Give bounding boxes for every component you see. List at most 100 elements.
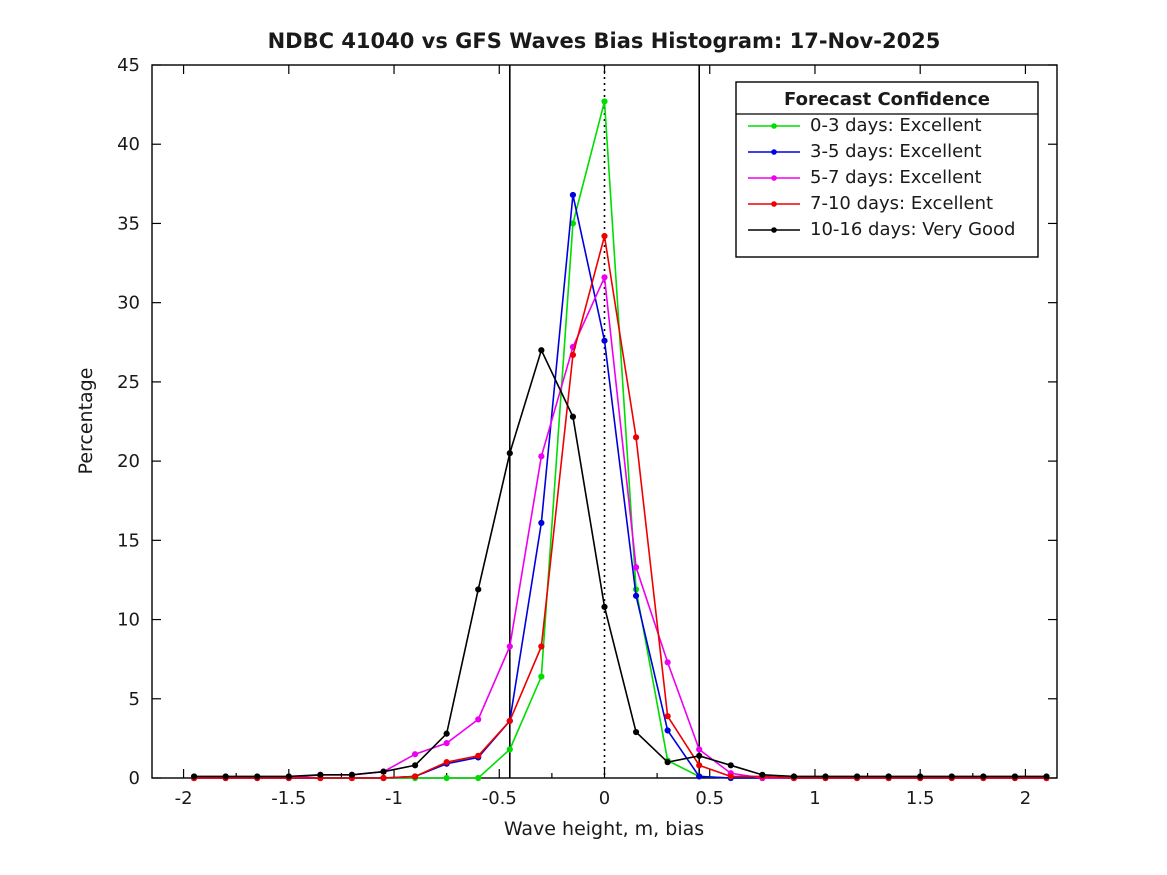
data-point	[632, 434, 640, 441]
y-tick-label: 30	[117, 293, 140, 314]
data-point	[443, 759, 450, 766]
legend-background	[735, 81, 1039, 258]
data-point	[190, 773, 198, 780]
y-tick-label: 10	[117, 610, 140, 631]
x-tick-label: -1.5	[271, 788, 306, 809]
y-axis-label: Percentage	[75, 368, 97, 475]
data-point	[285, 773, 292, 780]
data-point	[1043, 773, 1050, 780]
data-point	[980, 773, 987, 780]
x-tick-label: 0	[599, 788, 610, 809]
data-series-group	[190, 98, 1050, 782]
data-point	[601, 233, 608, 240]
data-point	[475, 716, 482, 723]
data-point	[222, 773, 229, 780]
series-line	[194, 235, 1047, 779]
data-point	[569, 191, 577, 199]
x-tick-label: -1	[385, 788, 403, 809]
data-point	[948, 773, 955, 780]
data-point	[569, 351, 577, 359]
data-point	[538, 643, 545, 650]
legend-label: 0-3 days: Excellent	[810, 115, 982, 136]
data-point	[475, 586, 482, 593]
legend-title: Forecast Confidence	[784, 89, 990, 110]
chart-title: NDBC 41040 vs GFS Waves Bias Histogram: …	[268, 29, 941, 53]
legend-item-3[interactable]: 7-10 days: Excellent	[748, 193, 993, 214]
y-tick-label: 5	[129, 689, 140, 710]
data-point	[380, 768, 387, 775]
data-point	[601, 337, 608, 344]
x-tick-label: 2	[1020, 788, 1031, 809]
data-point	[601, 98, 608, 105]
x-tick-label: 1	[809, 788, 820, 809]
data-point	[727, 762, 734, 769]
series-line	[194, 194, 1047, 779]
data-point	[664, 713, 671, 720]
x-tick-label: 1.5	[906, 788, 935, 809]
data-point	[538, 347, 545, 354]
data-point	[475, 774, 482, 782]
data-point	[696, 752, 703, 759]
data-point	[822, 773, 829, 780]
data-point	[601, 603, 608, 610]
data-point	[538, 519, 545, 527]
data-point	[538, 673, 545, 680]
data-point	[759, 771, 766, 778]
data-point	[506, 450, 513, 457]
data-point	[317, 771, 324, 778]
data-point	[790, 773, 798, 780]
data-point	[475, 752, 482, 759]
data-point	[569, 413, 577, 420]
data-point	[411, 762, 419, 769]
legend-label: 10-16 days: Very Good	[810, 219, 1015, 240]
legend-item-0[interactable]: 0-3 days: Excellent	[748, 115, 982, 136]
x-tick-label: 0.5	[695, 788, 724, 809]
y-tick-label: 15	[117, 530, 140, 551]
legend-item-1[interactable]: 3-5 days: Excellent	[748, 141, 982, 162]
data-point	[506, 746, 513, 753]
data-point	[632, 728, 640, 736]
data-point	[696, 746, 703, 753]
x-axis-ticks: -2 -1.5 -1 -0.5 0 0.5 1 1.5 2	[175, 65, 1031, 809]
legend-label: 3-5 days: Excellent	[810, 141, 982, 162]
data-point	[727, 773, 734, 780]
legend-label: 5-7 days: Excellent	[810, 167, 982, 188]
data-point	[254, 773, 261, 780]
data-point	[696, 762, 703, 769]
series-1	[190, 191, 1050, 782]
series-line	[194, 347, 1047, 778]
data-point	[443, 730, 450, 737]
data-point	[885, 773, 892, 780]
data-point	[601, 274, 608, 281]
y-tick-label: 45	[117, 55, 140, 76]
chart-title-group: NDBC 41040 vs GFS Waves Bias Histogram: …	[268, 29, 941, 53]
legend-item-4[interactable]: 10-16 days: Very Good	[748, 219, 1015, 240]
data-point	[632, 592, 640, 599]
data-point	[632, 564, 640, 571]
data-point	[696, 773, 703, 780]
y-axis-ticks: 0 5 10 15 20 25 30 35 40 45	[117, 55, 1057, 789]
data-point	[443, 740, 450, 747]
legend[interactable]: Forecast Confidence 0-3 days: Excellent 3…	[735, 81, 1039, 258]
x-tick-label: -2	[175, 788, 193, 809]
y-tick-label: 25	[117, 372, 140, 393]
y-tick-label: 20	[117, 451, 140, 472]
legend-label: 7-10 days: Excellent	[810, 193, 993, 214]
data-point	[506, 643, 513, 650]
data-point	[443, 774, 450, 782]
series-4	[190, 347, 1050, 780]
data-point	[538, 453, 545, 460]
legend-item-2[interactable]: 5-7 days: Excellent	[748, 167, 982, 188]
x-tick-label: -0.5	[482, 788, 517, 809]
data-point	[664, 659, 671, 666]
x-axis-label: Wave height, m, bias	[504, 818, 704, 840]
data-point	[853, 773, 861, 780]
legend-marker	[771, 149, 777, 155]
y-tick-label: 35	[117, 213, 140, 234]
data-point	[348, 771, 356, 778]
y-tick-label: 0	[129, 768, 140, 789]
data-point	[664, 727, 671, 734]
y-tick-label: 40	[117, 134, 140, 155]
